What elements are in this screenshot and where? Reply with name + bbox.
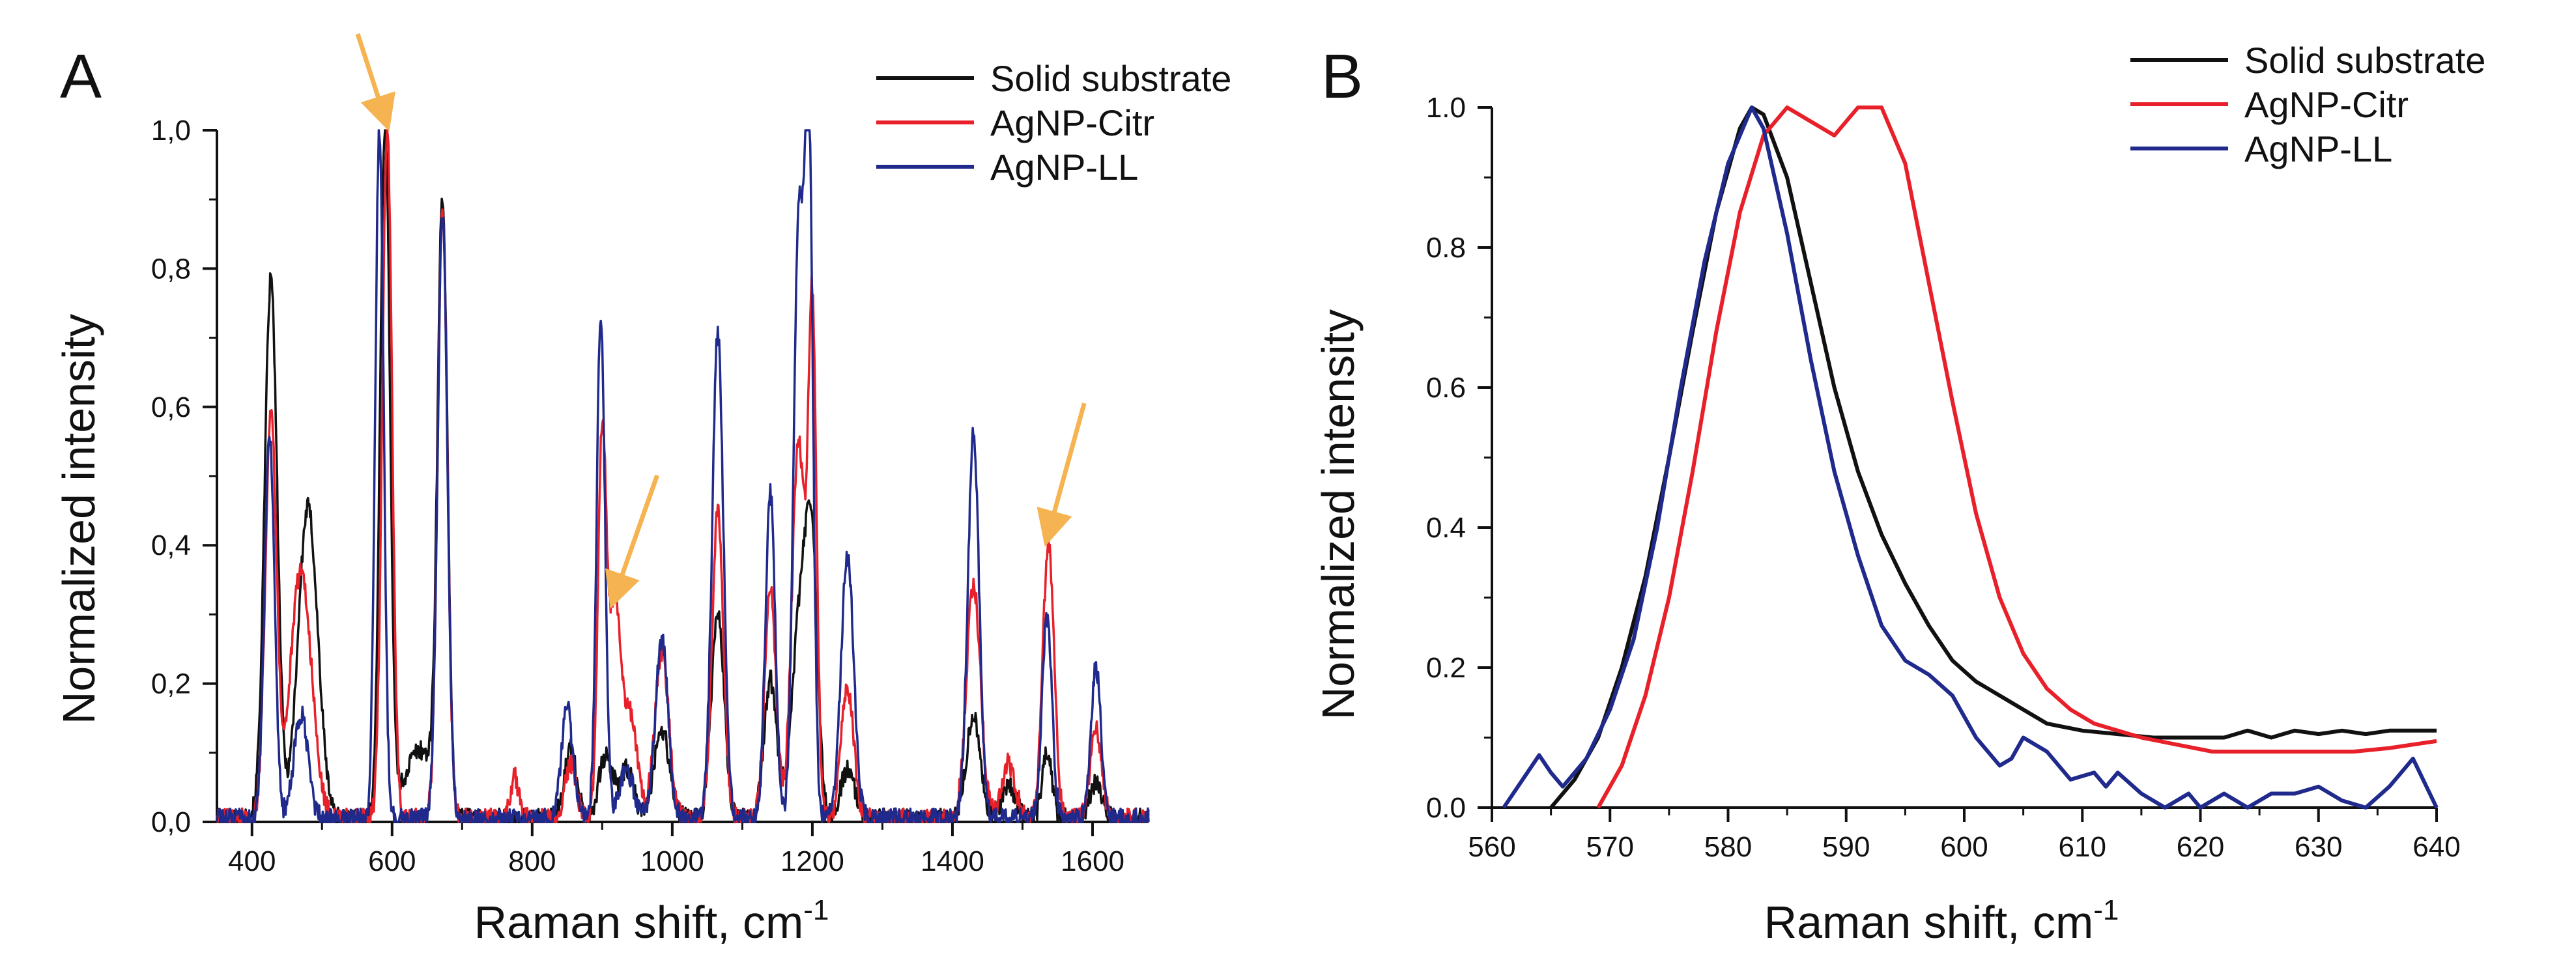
panel-b-y-tick-label: 0.6 bbox=[1426, 372, 1466, 404]
panel-b-x-tick-label: 620 bbox=[2177, 831, 2224, 863]
panel-a-y-axis-title: Normalized intensity bbox=[53, 314, 104, 724]
panel-b-x-tick-label: 590 bbox=[1822, 831, 1870, 863]
panel-b-x-tick-label: 560 bbox=[1468, 831, 1515, 863]
panel-b-legend-label: Solid substrate bbox=[2244, 40, 2485, 81]
panel-b-x-tick-label: 570 bbox=[1586, 831, 1634, 863]
panel-a-chart: A 400 600 800 1000 1200 1400 1600 0,0 0,2 0,4 0,6 0… bbox=[53, 33, 1231, 948]
panel-b-axes: 560 570 580 590 600 610 620 630 640 0.0 0.2 0.4 0.6 0… bbox=[1426, 92, 2461, 863]
panel-a-x-tick-label: 1400 bbox=[921, 845, 984, 877]
panel-a-label: A bbox=[60, 42, 102, 111]
panel-a-annotation-arrow bbox=[1037, 402, 1087, 547]
panel-b-legend-label: AgNP-LL bbox=[2244, 128, 2392, 169]
panel-a-y-tick-label: 0,8 bbox=[151, 253, 191, 285]
panel-a-axes: 400 600 800 1000 1200 1400 1600 0,0 0,2 0,4 0,6 0,8… bbox=[151, 115, 1149, 877]
panel-b-x-tick-label: 640 bbox=[2412, 831, 2460, 863]
panel-a-y-tick-label: 1,0 bbox=[151, 115, 191, 147]
panel-b-x-tick-label: 610 bbox=[2059, 831, 2106, 863]
panel-a-annotation-arrow bbox=[605, 474, 660, 609]
panel-b-x-axis-title-main: Raman shift, cm bbox=[1764, 897, 2094, 948]
panel-b-y-tick-label: 0.0 bbox=[1426, 792, 1466, 824]
panel-a-series-solid-line bbox=[216, 129, 1150, 823]
panel-a-y-tick-label: 0,6 bbox=[151, 391, 191, 423]
panel-a-series bbox=[216, 129, 1150, 823]
panel-a-series-citr-line bbox=[216, 129, 1150, 823]
panel-a-y-tick-label: 0,4 bbox=[151, 529, 191, 561]
panel-a-x-tick-label: 1600 bbox=[1061, 845, 1124, 877]
panel-b-series bbox=[1502, 106, 2439, 810]
panel-a-x-axis-title-sup: -1 bbox=[803, 894, 829, 926]
panel-b-y-axis-title: Normalized intensity bbox=[1313, 309, 1364, 720]
panel-a-x-axis-title: Raman shift, cm-1 bbox=[474, 894, 829, 948]
panel-a-x-tick-label: 800 bbox=[508, 845, 556, 877]
panel-a-legend-label: AgNP-LL bbox=[990, 147, 1138, 188]
panel-a-legend-label: AgNP-Citr bbox=[990, 102, 1154, 143]
panel-b-legend-label: AgNP-Citr bbox=[2244, 84, 2409, 125]
panel-b-y-tick-label: 0.4 bbox=[1426, 512, 1466, 544]
panel-a-x-axis-title-main: Raman shift, cm bbox=[474, 897, 804, 948]
panel-a-x-tick-label: 600 bbox=[368, 845, 416, 877]
panel-b-label: B bbox=[1321, 42, 1363, 111]
panel-a-x-tick-label: 400 bbox=[228, 845, 276, 877]
panel-a-annotation-arrow bbox=[355, 33, 395, 132]
panel-b-x-tick-label: 630 bbox=[2295, 831, 2342, 863]
panel-a-arrows bbox=[355, 33, 1087, 609]
panel-b-y-tick-label: 1.0 bbox=[1426, 92, 1466, 124]
panel-b-x-axis-title-sup: -1 bbox=[2093, 894, 2119, 926]
panel-b-series-solid-line bbox=[1549, 106, 2437, 809]
panel-a-y-tick-label: 0,2 bbox=[151, 668, 191, 700]
panel-a-series-ll-line bbox=[216, 129, 1150, 823]
panel-b-y-tick-label: 0.2 bbox=[1426, 652, 1466, 684]
panel-b-y-tick-label: 0.8 bbox=[1426, 232, 1466, 264]
panel-b-x-tick-label: 580 bbox=[1704, 831, 1752, 863]
panel-b-series-ll-line bbox=[1502, 106, 2439, 810]
panel-a-legend-label: Solid substrate bbox=[990, 58, 1231, 99]
panel-b-x-tick-label: 600 bbox=[1940, 831, 1988, 863]
panel-a-x-tick-label: 1000 bbox=[640, 845, 704, 877]
panel-a-y-tick-label: 0,0 bbox=[151, 806, 191, 838]
panel-a-x-tick-label: 1200 bbox=[780, 845, 844, 877]
panel-b-chart: B 560 570 580 590 600 610 620 630 640 0.0 0.2 0.4 0.… bbox=[1313, 40, 2485, 948]
panel-b-series-citr-line bbox=[1596, 106, 2437, 809]
panel-b-x-axis-title: Raman shift, cm-1 bbox=[1764, 894, 2119, 948]
